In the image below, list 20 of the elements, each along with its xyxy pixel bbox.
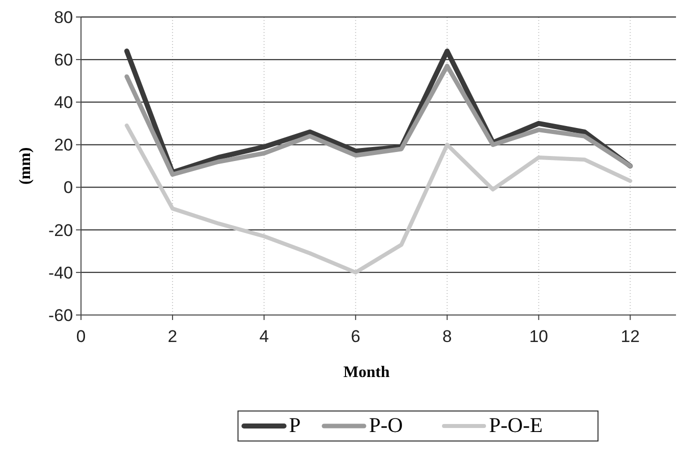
x-tick-label: 10 [529, 327, 548, 346]
legend-label: P [289, 413, 301, 437]
y-tick-label: -40 [48, 263, 73, 282]
y-tick-label: 20 [54, 136, 73, 155]
legend-label: P-O [369, 413, 403, 437]
x-tick-label: 4 [259, 327, 269, 346]
x-tick-label: 6 [350, 327, 360, 346]
legend-label: P-O-E [489, 413, 543, 437]
x-axis-title: Month [343, 364, 390, 381]
x-tick-label: 8 [442, 327, 452, 346]
y-tick-label: -20 [48, 220, 73, 240]
y-tick-label: 40 [54, 93, 73, 112]
x-tick-label: 12 [620, 327, 640, 346]
y-tick-label: -60 [48, 306, 73, 325]
x-tick-label: 2 [168, 327, 178, 346]
y-tick-label: 80 [54, 8, 73, 27]
x-tick-label: 0 [76, 327, 86, 346]
y-tick-label: 60 [54, 50, 73, 70]
y-tick-label: 0 [64, 178, 73, 198]
y-axis-title: (mm) [17, 147, 34, 185]
